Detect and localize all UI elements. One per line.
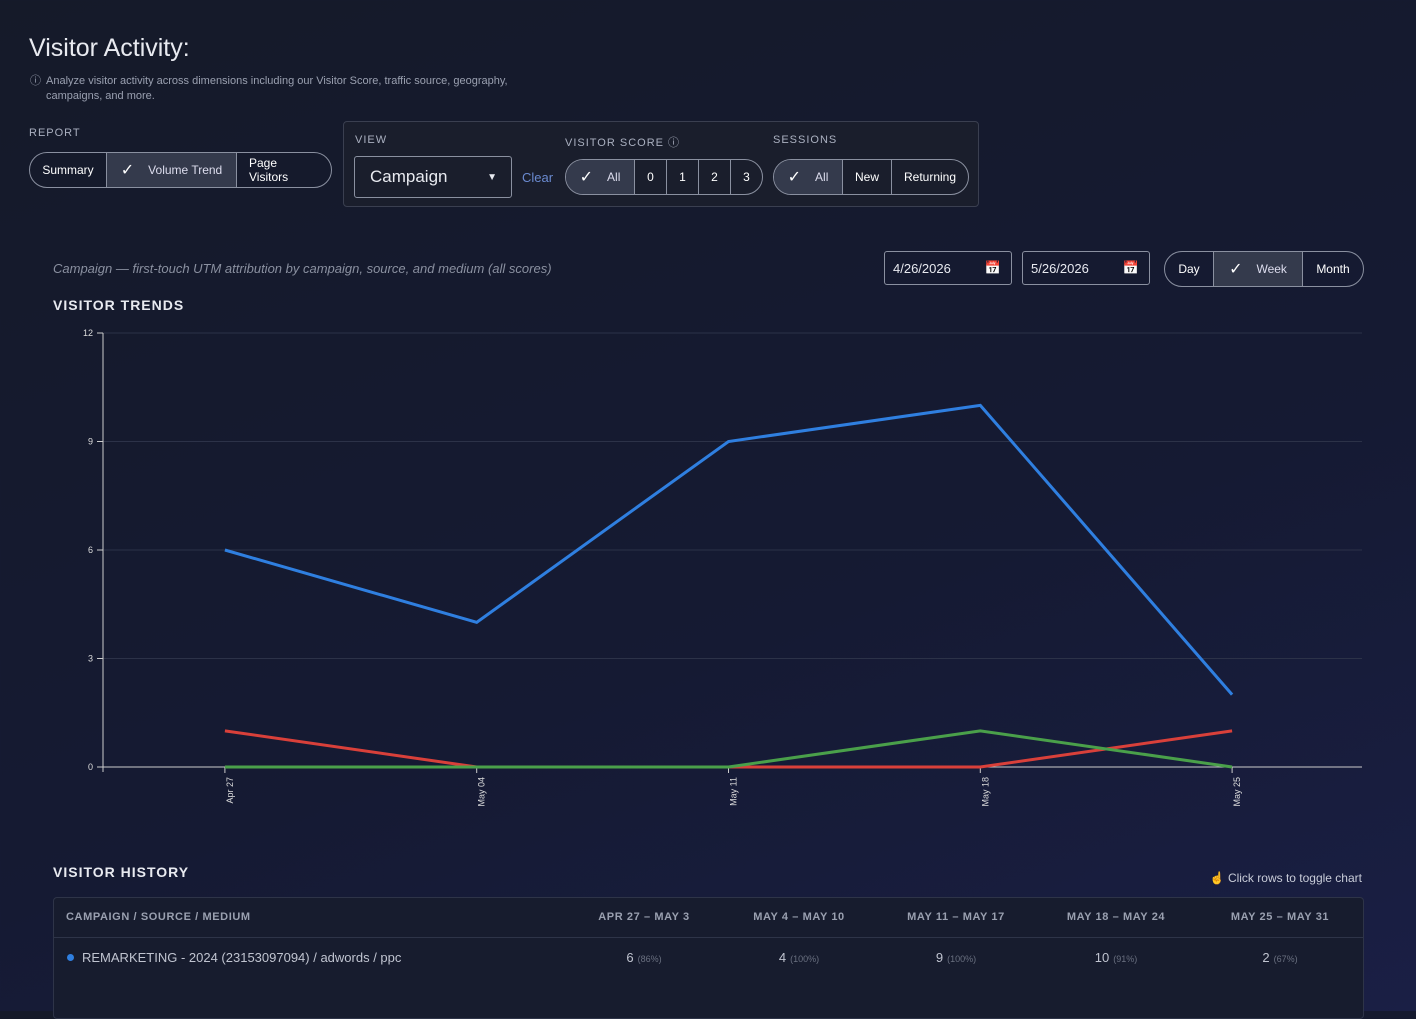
- score-option[interactable]: 2: [698, 160, 730, 194]
- cell-pct: (100%): [790, 954, 820, 964]
- cell-value: 9: [935, 950, 944, 965]
- series-line: [224, 729, 1233, 769]
- caption: Campaign — first-touch UTM attribution b…: [53, 261, 552, 276]
- view-select[interactable]: Campaign ▼: [354, 156, 512, 198]
- cell: 10 (91%): [1056, 950, 1176, 965]
- column-header: MAY 25 – MAY 31: [1230, 911, 1330, 923]
- y-tick-label: 6: [88, 545, 93, 555]
- cell-value: 10: [1094, 950, 1110, 965]
- sessions-label: SESSIONS: [773, 134, 838, 146]
- cell-pct: (100%): [947, 954, 977, 964]
- cell: 2 (67%): [1220, 950, 1340, 965]
- history-hint: ☝ Click rows to toggle chart: [1209, 871, 1362, 885]
- score-option[interactable]: 1: [666, 160, 698, 194]
- cell: 9 (100%): [896, 950, 1016, 965]
- granularity-option[interactable]: Week: [1213, 252, 1302, 286]
- y-tick-label: 0: [88, 762, 93, 772]
- sessions-group: All New Returning: [773, 159, 969, 195]
- description-text: Analyze visitor activity across dimensio…: [46, 75, 508, 102]
- cell-value: 6: [626, 950, 634, 965]
- report-label: REPORT: [29, 127, 81, 139]
- sessions-option[interactable]: Returning: [891, 160, 968, 194]
- end-date[interactable]: 5/26/2026 📅: [1022, 251, 1150, 285]
- cell-pct: (86%): [637, 954, 662, 964]
- column-header: MAY 18 – MAY 24: [1066, 911, 1166, 923]
- x-tick-label: May 18: [980, 777, 990, 807]
- sessions-option[interactable]: New: [842, 160, 891, 194]
- history-hint-text: Click rows to toggle chart: [1227, 871, 1362, 885]
- score-group: All 0 1 2 3: [565, 159, 763, 195]
- row-dot: [67, 954, 74, 961]
- x-tick-label: May 25: [1232, 777, 1242, 807]
- series-line: [224, 403, 1234, 696]
- row-name: REMARKETING - 2024 (23153097094) / adwor…: [82, 950, 402, 965]
- filter-panel: [343, 121, 979, 207]
- column-header: CAMPAIGN / SOURCE / MEDIUM: [66, 911, 251, 923]
- x-tick-label: May 04: [477, 777, 487, 807]
- x-tick-label: May 11: [729, 777, 739, 806]
- cell: 4 (100%): [739, 950, 859, 965]
- y-tick-label: 9: [88, 437, 93, 447]
- view-label: VIEW: [355, 134, 388, 146]
- score-label-text: VISITOR SCORE: [565, 137, 664, 149]
- score-option[interactable]: 3: [730, 160, 762, 194]
- start-date[interactable]: 4/26/2026 📅: [884, 251, 1012, 285]
- clear-button[interactable]: Clear: [522, 170, 554, 185]
- cell-pct: (91%): [1113, 954, 1138, 964]
- sessions-option[interactable]: All: [774, 160, 842, 194]
- y-tick-label: 3: [88, 654, 93, 664]
- description: ⓘ Analyze visitor activity across dimensi…: [30, 74, 510, 104]
- start-date-text: 4/26/2026: [893, 260, 951, 276]
- cell: 6 (86%): [584, 950, 704, 965]
- granularity-option[interactable]: Day: [1178, 262, 1200, 276]
- chart-title: VISITOR TRENDS: [53, 297, 185, 313]
- view-value: Campaign: [370, 167, 448, 186]
- report-option[interactable]: Page Visitors: [236, 153, 331, 187]
- report-group: Summary Volume Trend Page Visitors: [29, 152, 332, 188]
- chart: 0 3 6 9 12 Apr 27 May 04 May 11 May 18 May 25: [83, 328, 1362, 807]
- cell-value: 2: [1262, 950, 1270, 965]
- granularity-option[interactable]: Month: [1302, 252, 1363, 286]
- score-option[interactable]: All: [566, 160, 634, 194]
- score-label: VISITOR SCORE ⓘ: [565, 137, 681, 149]
- score-option[interactable]: 0: [634, 160, 666, 194]
- header-divider: [54, 937, 1363, 938]
- report-option[interactable]: Volume Trend: [106, 153, 236, 187]
- history-title: VISITOR HISTORY: [53, 864, 190, 880]
- x-tick-label: Apr 27: [225, 777, 235, 804]
- y-tick-label: 12: [83, 328, 93, 338]
- granularity-group: Day Week Month: [1164, 251, 1364, 287]
- history-table: CAMPAIGN / SOURCE / MEDIUM APR 27 – MAY 3…: [53, 897, 1364, 1019]
- column-header: APR 27 – MAY 3: [598, 911, 690, 923]
- column-header: MAY 11 – MAY 17: [907, 911, 1005, 923]
- end-date-text: 5/26/2026: [1031, 260, 1089, 276]
- cell-value: 4: [778, 950, 787, 965]
- column-header: MAY 4 – MAY 10: [753, 911, 845, 923]
- cell-pct: (67%): [1273, 954, 1298, 964]
- report-option[interactable]: Summary: [42, 163, 94, 177]
- series-line: [224, 729, 1233, 769]
- page-title: Visitor Activity:: [29, 34, 190, 62]
